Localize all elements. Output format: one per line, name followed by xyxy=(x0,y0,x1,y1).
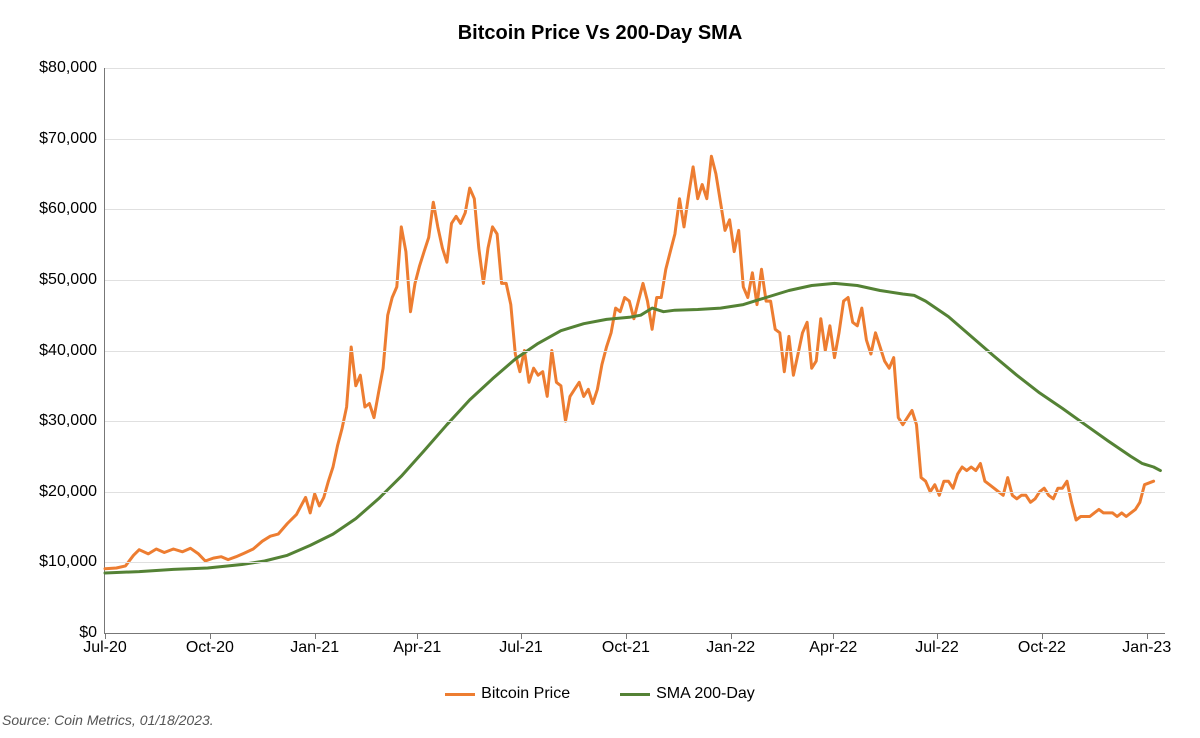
grid-line xyxy=(105,351,1165,352)
x-axis-tick-label: Apr-22 xyxy=(809,633,857,657)
x-axis-tick-label: Oct-21 xyxy=(602,633,650,657)
chart-container: Bitcoin Price Vs 200-Day SMA $0$10,000$2… xyxy=(0,0,1200,738)
chart-title: Bitcoin Price Vs 200-Day SMA xyxy=(0,22,1200,45)
grid-line xyxy=(105,139,1165,140)
legend: Bitcoin Price SMA 200-Day xyxy=(0,685,1200,703)
x-axis-tick-label: Jan-21 xyxy=(290,633,339,657)
plot-area: $0$10,000$20,000$30,000$40,000$50,000$60… xyxy=(104,68,1165,634)
legend-item: SMA 200-Day xyxy=(620,685,755,703)
grid-line xyxy=(105,209,1165,210)
x-axis-tick-label: Jul-21 xyxy=(499,633,543,657)
x-axis-tick-label: Oct-22 xyxy=(1018,633,1066,657)
legend-label: SMA 200-Day xyxy=(656,685,755,703)
y-axis-tick-label: $50,000 xyxy=(39,271,105,289)
y-axis-tick-label: $70,000 xyxy=(39,130,105,148)
y-axis-tick-label: $30,000 xyxy=(39,412,105,430)
legend-swatch xyxy=(445,693,475,696)
grid-line xyxy=(105,68,1165,69)
grid-line xyxy=(105,421,1165,422)
grid-line xyxy=(105,280,1165,281)
x-axis-tick-label: Jul-20 xyxy=(83,633,127,657)
series-line xyxy=(105,156,1154,568)
legend-label: Bitcoin Price xyxy=(481,685,570,703)
y-axis-tick-label: $20,000 xyxy=(39,483,105,501)
grid-line xyxy=(105,562,1165,563)
x-axis-tick-label: Jul-22 xyxy=(915,633,959,657)
series-line xyxy=(105,283,1160,573)
x-axis-tick-label: Apr-21 xyxy=(393,633,441,657)
source-citation: Source: Coin Metrics, 01/18/2023. xyxy=(2,712,214,728)
y-axis-tick-label: $80,000 xyxy=(39,59,105,77)
x-axis-tick-label: Oct-20 xyxy=(186,633,234,657)
x-axis-tick-label: Jan-23 xyxy=(1122,633,1171,657)
legend-item: Bitcoin Price xyxy=(445,685,570,703)
legend-swatch xyxy=(620,693,650,696)
y-axis-tick-label: $40,000 xyxy=(39,342,105,360)
grid-line xyxy=(105,492,1165,493)
y-axis-tick-label: $60,000 xyxy=(39,200,105,218)
y-axis-tick-label: $10,000 xyxy=(39,553,105,571)
x-axis-tick-label: Jan-22 xyxy=(706,633,755,657)
